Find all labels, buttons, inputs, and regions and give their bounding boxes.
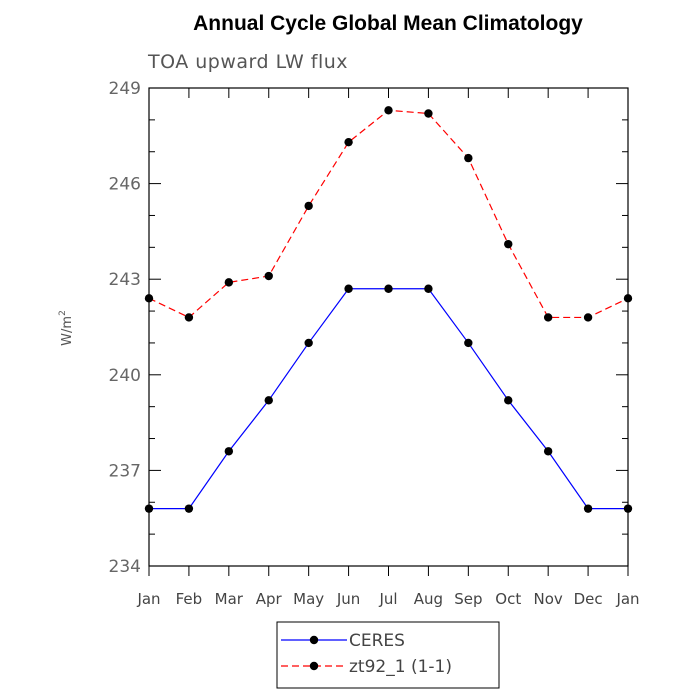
x-tick-label: Jan bbox=[615, 590, 639, 608]
series-point-0 bbox=[583, 504, 593, 513]
y-axis-label-sup: 2 bbox=[58, 310, 68, 316]
series-point-0 bbox=[224, 447, 234, 456]
legend: CERES zt92_1 (1-1) bbox=[276, 621, 500, 689]
x-tick-label: Jul bbox=[378, 590, 397, 608]
series-point-1 bbox=[344, 137, 353, 147]
series-point-0 bbox=[304, 338, 313, 348]
series-point-0 bbox=[623, 504, 633, 513]
y-tick-label: 246 bbox=[109, 175, 141, 195]
series-point-1 bbox=[623, 294, 633, 303]
series-point-1 bbox=[464, 153, 473, 163]
x-tick-label: Sep bbox=[454, 590, 482, 608]
chart-subtitle: TOA upward LW flux bbox=[147, 51, 348, 73]
series-point-1 bbox=[543, 313, 553, 322]
x-tick-label: Aug bbox=[414, 590, 443, 608]
legend-marker-1 bbox=[309, 661, 319, 671]
legend-label-1: zt92_1 (1-1) bbox=[349, 657, 452, 677]
legend-label-0: CERES bbox=[349, 631, 405, 651]
series-point-1 bbox=[583, 313, 593, 322]
series-point-1 bbox=[184, 313, 194, 322]
series-point-0 bbox=[504, 396, 513, 405]
y-tick-label: 243 bbox=[109, 270, 141, 290]
legend-box bbox=[276, 621, 500, 689]
series-line-0 bbox=[149, 288, 628, 510]
series-point-1 bbox=[384, 106, 393, 115]
chart-title: Annual Cycle Global Mean Climatology bbox=[193, 12, 583, 35]
series-point-0 bbox=[264, 396, 273, 405]
series-point-0 bbox=[424, 284, 433, 293]
series-point-0 bbox=[543, 447, 553, 456]
x-tick-label: Jan bbox=[136, 590, 160, 608]
plot-area: 234 237 240 243 246 249 Jan Feb Mar Apr May Jun Jul A… bbox=[109, 79, 640, 608]
series-point-1 bbox=[264, 271, 273, 281]
series-point-1 bbox=[424, 109, 433, 118]
series-point-1 bbox=[144, 294, 154, 303]
series-point-0 bbox=[144, 504, 154, 513]
series-point-0 bbox=[384, 284, 393, 293]
x-tick-label: Mar bbox=[215, 590, 244, 608]
x-tick-label: Feb bbox=[176, 590, 203, 608]
y-tick-label: 234 bbox=[109, 557, 141, 577]
x-tick-label: Nov bbox=[534, 590, 563, 608]
x-tick-label: Jun bbox=[336, 590, 360, 608]
legend-marker-0 bbox=[309, 635, 319, 645]
series-point-0 bbox=[184, 504, 194, 513]
y-tick-label: 237 bbox=[109, 461, 141, 481]
y-tick-label: 249 bbox=[109, 79, 141, 99]
y-axis-label: W/m2 bbox=[58, 310, 75, 346]
series-point-0 bbox=[464, 338, 473, 348]
y-axis-label-main: W/m bbox=[60, 316, 75, 346]
x-tick-label: Oct bbox=[495, 590, 521, 608]
y-tick-label: 240 bbox=[109, 366, 141, 386]
series-point-1 bbox=[304, 201, 313, 211]
x-tick-label: May bbox=[293, 590, 324, 608]
x-tick-label: Apr bbox=[256, 590, 283, 608]
x-tick-label: Dec bbox=[574, 590, 603, 608]
series-point-0 bbox=[344, 284, 353, 293]
series-point-1 bbox=[504, 239, 513, 249]
series-point-1 bbox=[224, 278, 234, 287]
plot-frame bbox=[148, 87, 629, 567]
